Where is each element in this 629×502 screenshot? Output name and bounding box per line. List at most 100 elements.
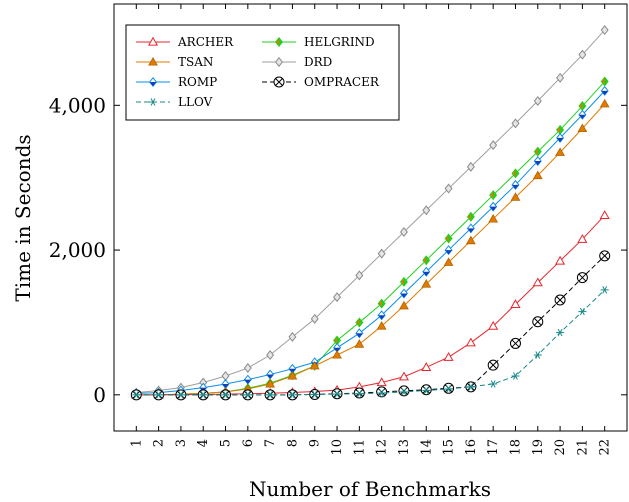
marker-shape xyxy=(243,363,252,374)
legend-item-helgrind: HELGRIND xyxy=(262,35,375,49)
marker-stroke xyxy=(275,78,283,86)
marker-shape xyxy=(354,339,365,348)
data-point xyxy=(377,310,386,321)
marker-stroke xyxy=(150,98,156,106)
data-point xyxy=(399,288,408,299)
legend-label: ARCHER xyxy=(177,35,234,49)
data-point xyxy=(422,266,431,277)
series-tsan xyxy=(131,98,610,399)
data-point xyxy=(487,359,499,371)
data-point xyxy=(376,321,387,330)
marker-shape xyxy=(274,56,284,68)
data-point xyxy=(577,234,588,243)
marker-stroke xyxy=(446,385,451,393)
series-line xyxy=(136,255,606,396)
marker-shape xyxy=(578,49,587,60)
series-llov xyxy=(132,286,609,399)
data-point xyxy=(466,223,475,234)
marker-shape xyxy=(533,95,542,106)
data-point xyxy=(199,391,208,399)
marker-shape xyxy=(511,118,520,129)
series-line xyxy=(136,103,606,396)
marker-stroke xyxy=(133,391,139,399)
data-point xyxy=(355,390,364,398)
y-tick-label: 0 xyxy=(93,383,106,407)
marker-shape xyxy=(510,192,521,201)
data-point xyxy=(488,213,499,223)
data-point xyxy=(578,49,587,60)
data-point xyxy=(398,371,410,381)
legend-item-archer: ARCHER xyxy=(136,35,234,49)
marker-fill xyxy=(403,277,408,287)
data-point xyxy=(333,292,342,303)
marker-shape xyxy=(266,350,275,361)
marker-fill xyxy=(333,347,341,352)
data-point xyxy=(243,391,252,399)
x-tick-label: 5 xyxy=(219,439,234,447)
marker-shape xyxy=(355,270,364,281)
data-point xyxy=(355,317,364,328)
legend-label: OMPRACER xyxy=(304,75,380,89)
data-point xyxy=(556,72,565,83)
x-tick-label: 14 xyxy=(419,439,434,456)
marker-shape xyxy=(465,235,476,245)
y-tick-label: 4,000 xyxy=(49,93,106,117)
marker-fill xyxy=(560,125,564,135)
marker-fill xyxy=(381,299,386,308)
marker-stroke xyxy=(602,286,608,294)
data-point xyxy=(599,98,610,108)
x-tick-label: 3 xyxy=(174,439,189,447)
marker-stroke xyxy=(400,386,408,395)
data-point xyxy=(555,255,566,265)
data-point xyxy=(274,56,284,68)
data-point xyxy=(488,320,499,330)
marker-shape xyxy=(399,226,408,237)
data-point xyxy=(511,168,520,179)
series-line xyxy=(136,214,606,396)
data-point xyxy=(532,316,544,328)
marker-stroke xyxy=(334,390,340,398)
data-point xyxy=(600,76,609,87)
data-point xyxy=(377,248,386,259)
data-point xyxy=(465,337,476,347)
marker-shape xyxy=(532,277,543,287)
x-tick-label: 9 xyxy=(308,439,323,447)
marker-stroke xyxy=(156,391,162,399)
marker-fill xyxy=(493,190,497,200)
x-tick-label: 22 xyxy=(598,439,613,456)
marker-shape xyxy=(287,370,298,380)
x-tick-label: 12 xyxy=(375,439,390,456)
data-point xyxy=(266,369,275,380)
data-point xyxy=(532,277,543,287)
data-point xyxy=(578,109,587,120)
marker-fill xyxy=(582,101,586,111)
data-point xyxy=(421,279,432,288)
data-point xyxy=(399,300,409,310)
x-tick-label: 8 xyxy=(285,439,300,447)
marker-stroke xyxy=(245,391,251,399)
marker-shape xyxy=(398,371,410,381)
x-tick-label: 16 xyxy=(464,439,479,456)
x-tick-label: 20 xyxy=(553,439,568,456)
data-point xyxy=(355,270,364,281)
x-tick-label: 13 xyxy=(397,439,412,456)
data-point xyxy=(511,179,520,190)
marker-stroke xyxy=(356,390,362,398)
marker-stroke xyxy=(178,391,184,399)
x-axis-title: Number of Benchmarks xyxy=(249,477,491,501)
legend-box xyxy=(125,24,400,121)
marker-stroke xyxy=(223,391,228,399)
marker-fill xyxy=(512,184,519,190)
series-line xyxy=(136,29,606,394)
data-point xyxy=(422,205,431,216)
marker-stroke xyxy=(423,386,429,395)
marker-shape xyxy=(332,350,342,359)
data-point xyxy=(243,363,252,374)
marker-shape xyxy=(309,360,320,370)
marker-stroke xyxy=(511,339,520,348)
data-point xyxy=(489,380,498,388)
marker-shape xyxy=(443,257,454,266)
marker-shape xyxy=(532,170,543,180)
series-line xyxy=(136,81,606,396)
